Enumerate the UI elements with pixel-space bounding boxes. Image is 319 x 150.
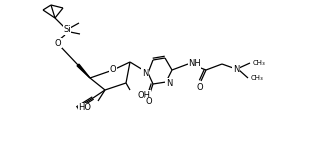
- Text: NH: NH: [188, 60, 201, 69]
- Text: O: O: [55, 39, 61, 48]
- Text: OH: OH: [138, 90, 151, 99]
- Text: N: N: [166, 78, 172, 87]
- Polygon shape: [77, 64, 90, 78]
- Text: N: N: [142, 69, 148, 78]
- Text: CH₃: CH₃: [251, 75, 264, 81]
- Text: HO: HO: [78, 103, 91, 112]
- Text: O: O: [110, 66, 116, 75]
- Text: N: N: [233, 64, 239, 74]
- Text: O: O: [146, 98, 152, 106]
- Text: O: O: [197, 82, 203, 91]
- Text: CH₃: CH₃: [253, 60, 266, 66]
- Text: Si: Si: [63, 26, 71, 34]
